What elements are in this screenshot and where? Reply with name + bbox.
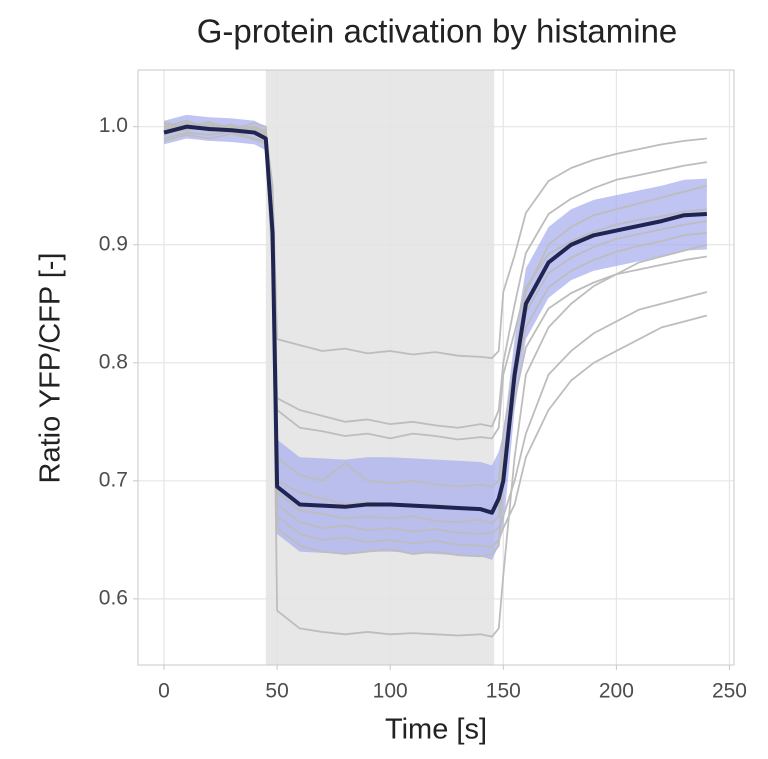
data-line [163, 124, 707, 515]
x-tick-label: 250 [712, 680, 747, 703]
y-tick-label: 0.9 [99, 232, 128, 255]
y-tick-label: 0.7 [99, 468, 128, 491]
x-tick-label: 50 [265, 680, 288, 703]
y-axis-title: Ratio YFP/CFP [-] [35, 253, 67, 484]
x-tick-label: 100 [373, 680, 408, 703]
x-axis-title: Time [s] [385, 714, 487, 746]
shaded-region [265, 70, 495, 665]
y-tick-label: 0.8 [99, 350, 128, 373]
y-tick-label: 1.0 [99, 114, 128, 137]
data-line [163, 124, 708, 548]
y-tick-label: 0.6 [99, 586, 128, 609]
x-tick-label: 0 [158, 680, 170, 703]
chart-title: G-protein activation by histamine [197, 13, 678, 50]
data-line [163, 122, 707, 429]
data-line [163, 122, 708, 558]
x-tick-label: 200 [599, 680, 634, 703]
x-tick-label: 150 [486, 680, 521, 703]
data-line [163, 121, 708, 535]
data-line [163, 130, 707, 441]
plot-border [137, 69, 735, 666]
data-line [163, 132, 708, 638]
